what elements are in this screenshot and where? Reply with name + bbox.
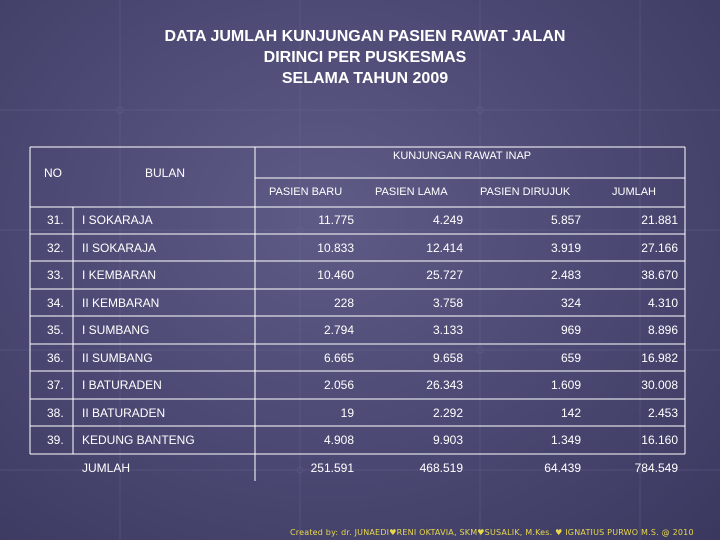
row-2-name: II SOKARAJA	[82, 241, 157, 255]
row-5-no: 35.	[47, 323, 64, 337]
title-line-1: DATA JUMLAH KUNJUNGAN PASIEN RAWAT JALAN	[164, 28, 566, 45]
row-7-name: I BATURADEN	[82, 378, 162, 392]
row-6-dirujuk: 659	[560, 351, 581, 365]
row-7-lama: 26.343	[426, 378, 463, 392]
row-3-dirujuk: 2.483	[550, 268, 581, 282]
header-group: KUNJUNGAN RAWAT INAP	[393, 150, 532, 162]
row-2-dirujuk: 3.919	[550, 241, 581, 255]
page-title: DATA JUMLAH KUNJUNGAN PASIEN RAWAT JALAN…	[60, 26, 670, 89]
row-7-baru: 2.056	[323, 378, 354, 392]
heart-icon: ♥	[477, 528, 485, 537]
row-1-dirujuk: 5.857	[550, 213, 581, 227]
row-6-lama: 9.658	[432, 351, 463, 365]
header-pasien-lama: PASIEN LAMA	[375, 186, 448, 198]
row-4-name: II KEMBARAN	[82, 296, 160, 310]
total-jumlah: 784.549	[634, 461, 678, 475]
title-line-2: DIRINCI PER PUSKESMAS	[263, 49, 467, 66]
row-9-name: KEDUNG BANTENG	[82, 433, 195, 447]
row-1-lama: 4.249	[432, 213, 463, 227]
row-3-baru: 10.460	[317, 268, 354, 282]
row-4-baru: 228	[333, 296, 354, 310]
total-label: JUMLAH	[82, 461, 131, 475]
heart-icon: ♥	[389, 528, 397, 537]
row-9-no: 39.	[47, 433, 64, 447]
row-6-name: II SUMBANG	[82, 351, 153, 365]
row-1-name: I SOKARAJA	[82, 213, 153, 227]
row-4-jumlah: 4.310	[647, 296, 678, 310]
total-dirujuk: 64.439	[544, 461, 581, 475]
total-lama: 468.519	[419, 461, 463, 475]
footer-credit: Created by: dr. JUNAEDI♥RENI OKTAVIA, SK…	[290, 528, 694, 537]
row-9-baru: 4.908	[323, 433, 354, 447]
row-2-baru: 10.833	[317, 241, 354, 255]
row-6-baru: 6.665	[323, 351, 354, 365]
row-2-lama: 12.414	[426, 241, 463, 255]
row-3-jumlah: 38.670	[641, 268, 678, 282]
row-4-lama: 3.758	[432, 296, 463, 310]
row-3-name: I KEMBARAN	[82, 268, 157, 282]
row-7-dirujuk: 1.609	[550, 378, 581, 392]
row-5-baru: 2.794	[323, 323, 354, 337]
row-8-dirujuk: 142	[560, 406, 581, 420]
row-9-dirujuk: 1.349	[550, 433, 581, 447]
header-pasien-baru: PASIEN BARU	[269, 186, 343, 198]
row-6-jumlah: 16.982	[641, 351, 678, 365]
row-2-no: 32.	[47, 241, 64, 255]
row-8-jumlah: 2.453	[647, 406, 678, 420]
row-8-name: II BATURADEN	[82, 406, 166, 420]
header-pasien-dirujuk: PASIEN DIRUJUK	[480, 186, 571, 198]
row-8-lama: 2.292	[432, 406, 463, 420]
heart-icon: ♥	[552, 528, 566, 537]
total-baru: 251.591	[310, 461, 354, 475]
row-4-dirujuk: 324	[560, 296, 581, 310]
header-jumlah: JUMLAH	[612, 186, 657, 198]
row-1-no: 31.	[47, 213, 64, 227]
row-1-baru: 11.775	[318, 213, 354, 227]
row-3-lama: 25.727	[426, 268, 463, 282]
row-3-no: 33.	[47, 268, 64, 282]
title-line-3: SELAMA TAHUN 2009	[281, 70, 449, 87]
header-no: NO	[44, 166, 62, 180]
row-9-jumlah: 16.160	[641, 433, 678, 447]
row-5-jumlah: 8.896	[647, 323, 678, 337]
row-6-no: 36.	[47, 351, 64, 365]
row-8-no: 38.	[47, 406, 64, 420]
header-bulan: BULAN	[145, 166, 186, 180]
row-4-no: 34.	[47, 296, 64, 310]
footer-part-4: IGNATIUS PURWO M.S. @ 2010	[565, 528, 694, 537]
row-5-dirujuk: 969	[560, 323, 581, 337]
footer-part-1: Created by: dr. JUNAEDI	[290, 528, 390, 537]
row-5-lama: 3.133	[432, 323, 463, 337]
row-2-jumlah: 27.166	[641, 241, 678, 255]
row-7-no: 37.	[47, 378, 64, 392]
row-5-name: I SUMBANG	[82, 323, 150, 337]
footer-part-2: RENI OKTAVIA, SKM	[396, 528, 478, 537]
row-9-lama: 9.903	[432, 433, 463, 447]
row-1-jumlah: 21.881	[641, 213, 678, 227]
footer-part-3: SUSALIK, M.Kes.	[484, 528, 553, 537]
row-7-jumlah: 30.008	[641, 378, 678, 392]
row-8-baru: 19	[340, 406, 354, 420]
